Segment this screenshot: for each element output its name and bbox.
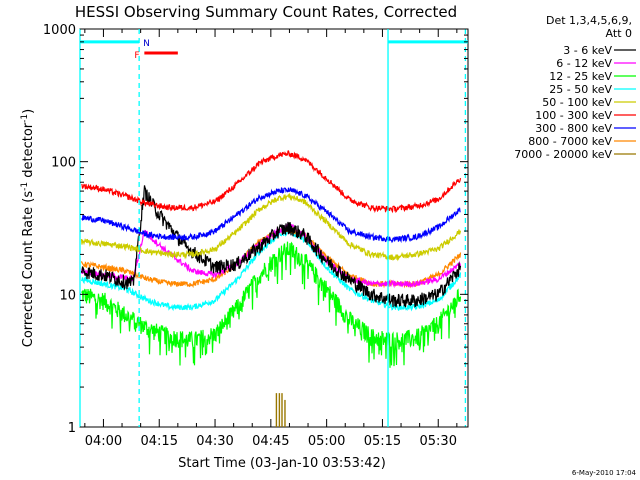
legend-header-2: Att 0 xyxy=(606,27,632,40)
y-axis-label-mid: detector xyxy=(21,122,36,182)
chart-title: HESSI Observing Summary Count Rates, Cor… xyxy=(75,3,457,21)
legend-label: 25 - 50 keV xyxy=(549,83,612,96)
legend-label: 12 - 25 keV xyxy=(549,70,612,83)
series-trace xyxy=(80,228,462,312)
series-trace xyxy=(81,186,461,244)
x-tick-label: 04:30 xyxy=(196,434,233,449)
legend-label: 300 - 800 keV xyxy=(535,122,612,135)
night-flag-label: N xyxy=(143,39,150,49)
series-trace xyxy=(81,241,462,368)
flag-layer: NF xyxy=(80,39,468,61)
x-tick-label: 05:15 xyxy=(364,434,401,449)
legend-header-1: Det 1,3,4,5,6,9, xyxy=(546,14,632,27)
legend-label: 6 - 12 keV xyxy=(556,57,612,70)
x-axis-label: Start Time (03-Jan-10 03:53:42) xyxy=(178,456,386,471)
y-axis-label: Corrected Count Rate (s-1 detector-1) xyxy=(20,109,36,347)
flare-flag-label: F xyxy=(134,51,139,61)
x-tick-label: 04:15 xyxy=(141,434,178,449)
y-axis-label-end: ) xyxy=(21,109,36,114)
marker-layer xyxy=(79,29,467,427)
x-tick-label: 05:00 xyxy=(308,434,345,449)
footer-date: 6-May-2010 17:04 xyxy=(572,469,637,477)
legend-label: 800 - 7000 keV xyxy=(528,135,612,148)
y-axis-label-sup2: -1 xyxy=(20,114,30,123)
y-tick-label: 1 xyxy=(68,421,76,436)
legend-label: 50 - 100 keV xyxy=(542,96,612,109)
x-tick-label: 05:30 xyxy=(420,434,457,449)
y-axis: 1 10 100 1000 xyxy=(43,23,468,436)
y-tick-label: 1000 xyxy=(43,23,76,38)
y-axis-label-sup1: -1 xyxy=(20,182,30,191)
series-trace xyxy=(80,185,462,308)
series-trace xyxy=(81,150,462,214)
series-layer xyxy=(80,150,462,427)
x-tick-label: 04:00 xyxy=(85,434,122,449)
y-axis-label-main: Corrected Count Rate (s xyxy=(21,191,36,348)
legend-label: 3 - 6 keV xyxy=(563,44,612,57)
legend-label: 100 - 300 keV xyxy=(535,109,612,122)
series-trace xyxy=(80,193,462,262)
y-tick-label: 100 xyxy=(51,156,76,171)
y-tick-label: 10 xyxy=(59,288,76,303)
x-tick-label: 04:45 xyxy=(252,434,289,449)
legend-label: 7000 - 20000 keV xyxy=(514,148,612,161)
plot-frame xyxy=(79,28,469,428)
x-axis: 04:00 04:15 04:30 04:45 05:00 05:15 05:30 xyxy=(84,29,458,449)
